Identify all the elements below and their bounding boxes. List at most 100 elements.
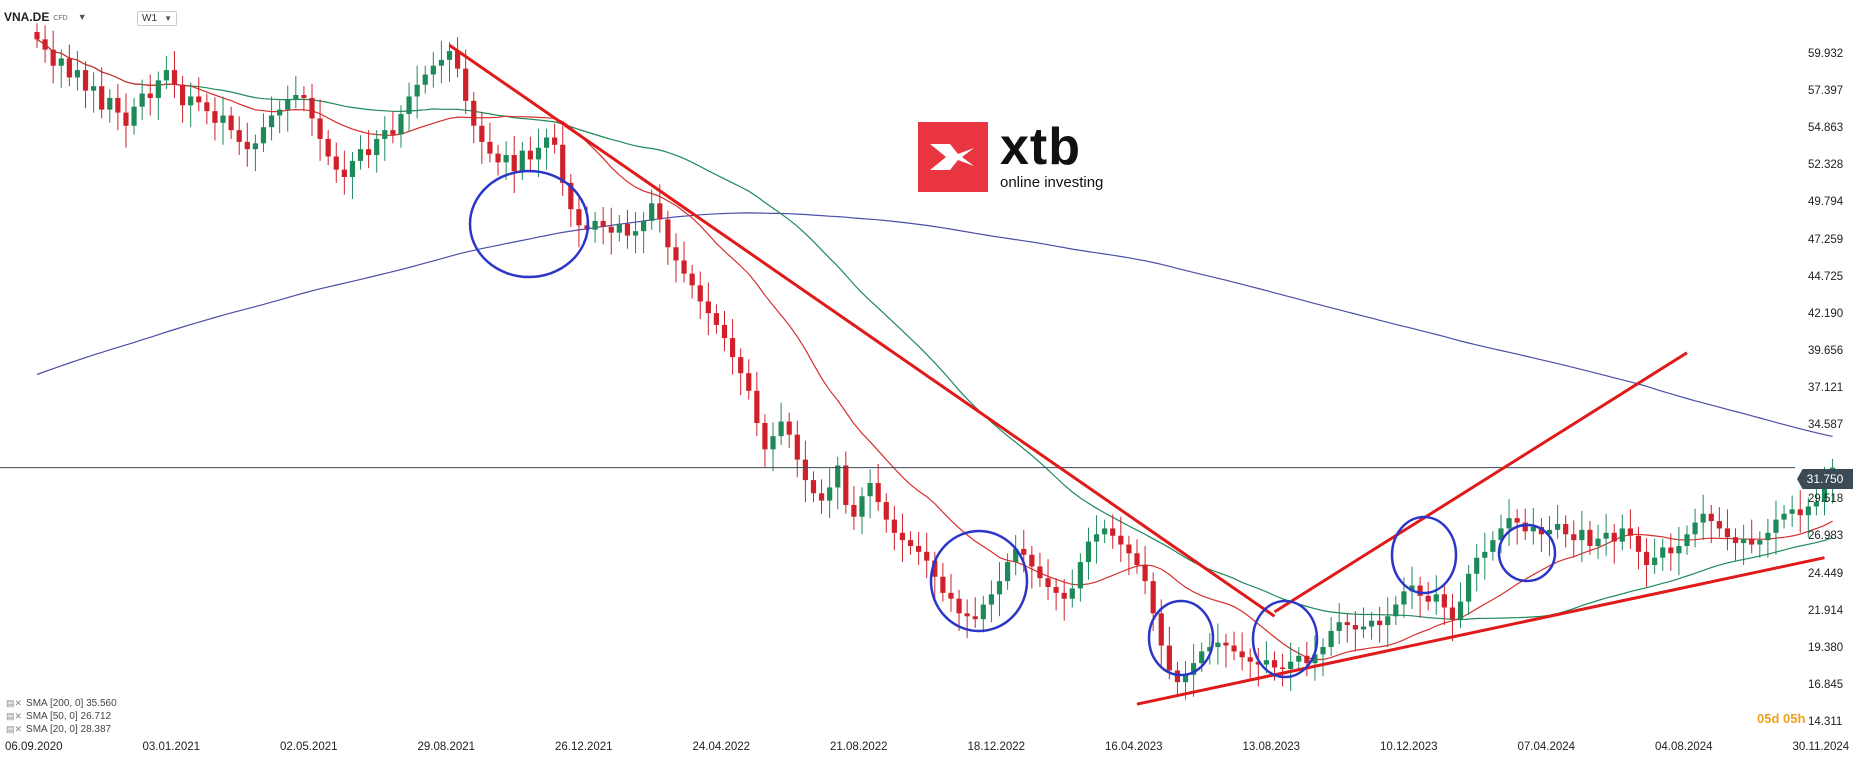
candle-body: [1134, 553, 1140, 566]
candle-body: [1757, 540, 1763, 545]
trendline-1: [448, 43, 1276, 618]
candle-body: [446, 51, 453, 60]
candle-body: [1336, 622, 1342, 631]
candle-body: [147, 93, 153, 98]
candle-body: [1490, 540, 1496, 552]
candle-body: [74, 70, 81, 78]
candle-body: [58, 58, 64, 66]
candle-body: [1377, 620, 1383, 626]
candle-body: [131, 106, 137, 126]
candle-body: [697, 285, 703, 302]
candle-body: [1255, 661, 1261, 665]
candle-body: [301, 95, 307, 98]
logo-tagline: online investing: [1000, 173, 1104, 191]
logo-brand: xtb: [1000, 117, 1081, 176]
candle-body: [357, 149, 364, 161]
candle-body: [899, 532, 906, 541]
candle-body: [1700, 513, 1706, 523]
candle-body: [988, 594, 995, 605]
candle-body: [317, 118, 323, 139]
trendline-3: [1136, 556, 1825, 706]
candle-body: [891, 519, 897, 533]
candle-body: [50, 49, 56, 66]
indicator-settings-icon[interactable]: ▤✕: [6, 711, 23, 721]
candle-body: [1522, 522, 1528, 532]
x-tick-label: 04.08.2024: [1655, 741, 1713, 753]
candle-body: [1166, 645, 1172, 671]
candle-body: [1263, 660, 1270, 665]
candle-body: [1231, 645, 1237, 652]
candle-body: [1765, 532, 1771, 541]
candle-body: [1741, 538, 1747, 544]
candle-body: [1579, 529, 1585, 541]
candle-body: [1554, 524, 1561, 530]
candle-body: [835, 465, 841, 488]
y-tick-label: 39.656: [1808, 344, 1844, 357]
candle-body: [1587, 529, 1593, 546]
candle-body: [916, 545, 922, 552]
symbol-header[interactable]: VNA.DE CFD ▼: [4, 8, 87, 26]
legend-sma-20[interactable]: ▤✕ SMA [20, 0] 28.387: [6, 723, 117, 736]
candle-body: [1142, 565, 1148, 582]
candle-body: [1320, 647, 1326, 655]
candle-body: [1085, 541, 1092, 563]
candle-body: [1093, 534, 1100, 542]
x-icon: [930, 144, 974, 170]
legend-sma-200[interactable]: ▤✕ SMA [200, 0] 35.560: [6, 697, 117, 710]
candle-body: [1271, 660, 1278, 668]
candle-body: [422, 74, 428, 85]
indicator-settings-icon[interactable]: ▤✕: [6, 698, 23, 708]
indicator-settings-icon[interactable]: ▤✕: [6, 724, 23, 734]
candle-body: [366, 149, 372, 156]
candle-body: [1571, 534, 1577, 541]
candle-body: [1352, 625, 1358, 630]
candle-body: [1312, 654, 1318, 664]
candle-body: [1433, 594, 1439, 602]
candle-body: [1749, 538, 1755, 545]
candle-body: [794, 434, 800, 460]
candle-body: [851, 504, 857, 517]
candle-body: [285, 99, 291, 110]
chevron-down-icon[interactable]: ▼: [77, 12, 87, 22]
sma-20-line: [36, 38, 1833, 661]
x-tick-label: 13.08.2023: [1242, 741, 1301, 753]
candle-body: [1668, 547, 1674, 554]
candle-body: [1498, 528, 1504, 541]
candle-body: [1652, 557, 1658, 566]
candle-body: [1029, 554, 1035, 567]
legend-label: SMA [20, 0] 28.387: [26, 724, 112, 735]
timeframe-select[interactable]: W1 ▼: [137, 11, 177, 26]
y-tick-label: 59.932: [1808, 48, 1844, 60]
candle-body: [762, 422, 768, 450]
candle-body: [99, 86, 105, 110]
candle-body: [179, 84, 186, 106]
candle-body: [511, 155, 517, 172]
candle-body: [1013, 548, 1019, 563]
candle-body: [228, 115, 234, 131]
candle-body: [1773, 519, 1779, 533]
candle-body: [1627, 528, 1633, 536]
highlight-circle: [1251, 599, 1319, 679]
legend-sma-50[interactable]: ▤✕ SMA [50, 0] 26.712: [6, 710, 117, 723]
candle-body: [802, 459, 808, 481]
candle-body: [1360, 626, 1367, 630]
candle-body: [689, 273, 695, 286]
candle-body: [875, 483, 881, 503]
candle-body: [657, 203, 663, 220]
candle-body: [1635, 535, 1642, 552]
highlight-circle: [1147, 599, 1215, 677]
candle-body: [1732, 537, 1739, 544]
candle-body: [252, 143, 258, 150]
candle-body: [115, 97, 121, 113]
candle-body: [333, 156, 339, 170]
y-tick-label: 52.328: [1808, 159, 1844, 172]
candle-body: [1174, 670, 1181, 683]
candle-body: [576, 209, 582, 226]
y-tick-label: 16.845: [1808, 678, 1844, 691]
candle-body: [1401, 591, 1407, 605]
candle-body: [1789, 509, 1795, 514]
candle-body: [220, 115, 226, 123]
candle-body: [1466, 573, 1472, 602]
